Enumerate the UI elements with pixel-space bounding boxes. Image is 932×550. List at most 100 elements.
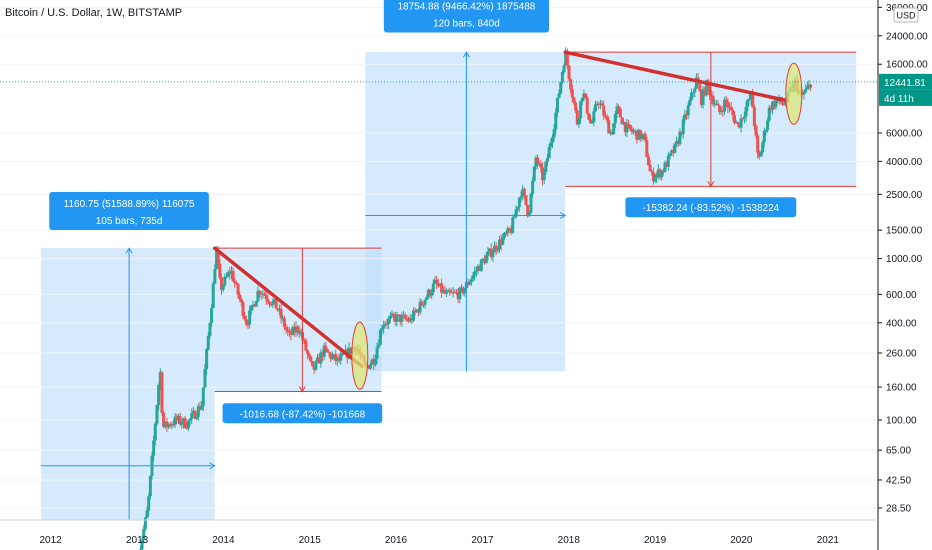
candle-body	[688, 100, 692, 106]
candle-body	[656, 169, 660, 174]
y-tick-label: 100.00	[886, 415, 917, 426]
candle-body	[388, 316, 392, 319]
candle-body	[448, 290, 452, 293]
measurement-label-4: -15382.24 (-83.52%) -1538224	[625, 197, 797, 218]
candle-body	[544, 161, 548, 173]
candle	[443, 285, 447, 295]
candle	[603, 111, 607, 119]
candle-body	[458, 288, 462, 300]
candle	[324, 341, 328, 354]
candle-body	[147, 496, 151, 511]
candle	[761, 140, 765, 155]
candle	[479, 258, 483, 273]
candle	[251, 300, 255, 311]
candle-body	[258, 290, 262, 294]
candle	[729, 101, 733, 111]
candle	[302, 338, 306, 345]
candle	[805, 81, 809, 90]
candle-body	[307, 353, 311, 357]
candle-body	[637, 129, 641, 140]
x-tick-label: 2013	[126, 535, 149, 546]
candle	[605, 114, 609, 124]
candle-body	[683, 114, 687, 120]
candle-body	[574, 102, 578, 111]
candle-body	[728, 106, 732, 108]
measurement-label-line1: -15382.24 (-83.52%) -1538224	[642, 203, 779, 214]
price-tag: 12441.81 4d 11h	[879, 73, 932, 106]
y-tick-label: 6000.00	[886, 128, 923, 139]
candle-body	[402, 315, 406, 317]
x-tick-label: 2021	[817, 535, 840, 546]
candle-body	[254, 301, 258, 307]
candle-body	[506, 228, 510, 234]
candle-body	[405, 318, 409, 320]
candle-body	[185, 427, 189, 429]
candle	[653, 174, 657, 184]
horizontal-arrow-1	[40, 462, 216, 470]
candle-body	[542, 172, 546, 181]
candle	[385, 319, 389, 329]
candle-body	[718, 105, 722, 113]
candle	[223, 273, 227, 288]
candle-body	[668, 153, 672, 156]
candle-body	[349, 347, 353, 354]
candle	[625, 118, 629, 137]
candle	[296, 325, 300, 336]
candle	[228, 266, 232, 280]
candle-body	[261, 293, 265, 295]
candle-body	[534, 157, 538, 167]
candle	[272, 298, 276, 304]
candle	[392, 312, 396, 322]
candle	[714, 99, 718, 106]
candle-body	[340, 353, 344, 356]
candle	[233, 278, 237, 288]
candle	[546, 153, 550, 166]
candle	[536, 154, 540, 169]
candle-body	[183, 418, 187, 428]
measurement-label-box	[625, 197, 797, 218]
candle	[488, 248, 492, 253]
candle-body	[297, 330, 301, 334]
candle-body	[671, 150, 675, 153]
candle	[708, 84, 712, 101]
candle	[693, 86, 697, 98]
candle-body	[580, 98, 584, 102]
candle-body	[170, 424, 174, 426]
candle	[650, 169, 654, 176]
candle-body	[441, 289, 445, 293]
candle-body	[415, 309, 419, 312]
candle	[683, 109, 687, 124]
measurement-label-line1: 1160.75 (51588.89%) 116075	[64, 199, 195, 210]
candle-body	[393, 316, 397, 322]
candle-body	[208, 322, 212, 336]
candle	[506, 225, 510, 237]
candle-body	[309, 356, 313, 362]
trend-lines	[212, 50, 790, 369]
candle-body	[267, 301, 271, 304]
candle	[314, 360, 318, 371]
candle-body	[663, 162, 667, 173]
candle-body	[666, 155, 670, 167]
candle	[446, 288, 450, 293]
candle-body	[570, 89, 574, 98]
candle-body	[347, 347, 351, 359]
candle-body	[550, 137, 554, 143]
candle	[201, 387, 205, 412]
measurement-labels: 1160.75 (51588.89%) 116075 105 bars, 735d…	[49, 0, 797, 424]
candle	[261, 289, 265, 299]
candle-body	[623, 122, 627, 133]
candle	[676, 138, 680, 147]
candle	[339, 350, 343, 365]
candle	[451, 286, 455, 298]
candle-body	[385, 323, 389, 325]
candle	[539, 159, 543, 173]
candle	[426, 288, 430, 299]
candle-body	[479, 259, 483, 271]
candle-body	[256, 290, 260, 302]
candle	[276, 308, 280, 312]
candle	[547, 143, 551, 159]
candle-body	[407, 319, 411, 322]
candle	[372, 354, 376, 370]
candle	[491, 249, 495, 262]
